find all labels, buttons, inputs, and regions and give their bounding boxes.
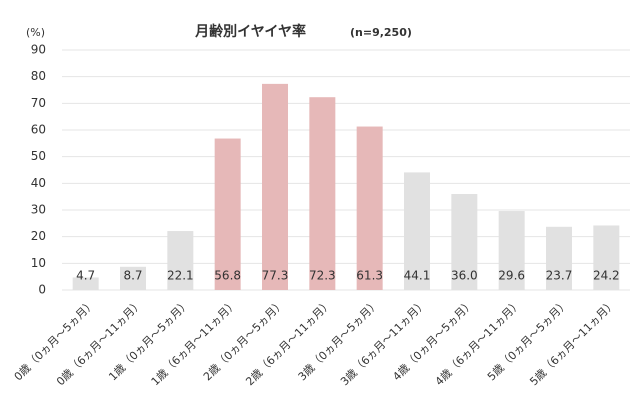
x-tick-label: 4歳（6ヵ月～11ヵ月） — [433, 297, 524, 388]
bar — [214, 138, 241, 290]
y-tick-label: 20 — [31, 229, 46, 243]
x-tick-label: 5歳（0ヵ月～5ヵ月） — [485, 297, 571, 383]
bar — [309, 97, 336, 290]
x-tick-label: 3歳（6ヵ月～11ヵ月） — [338, 297, 429, 388]
value-label: 22.1 — [167, 269, 194, 283]
y-tick-label: 0 — [38, 283, 46, 297]
x-tick-label: 4歳（0ヵ月～5ヵ月） — [390, 297, 476, 383]
y-tick-label: 30 — [31, 203, 46, 217]
bar — [404, 172, 430, 290]
bar — [593, 225, 620, 290]
value-label: 36.0 — [451, 269, 478, 283]
x-tick-label: 2歳（6ヵ月～11ヵ月） — [243, 297, 334, 388]
bar — [546, 226, 572, 290]
value-label: 4.7 — [76, 269, 95, 283]
y-tick-label: 70 — [31, 96, 46, 110]
x-tick-label: 0歳（0ヵ月～5ヵ月） — [12, 297, 98, 383]
y-tick-label: 80 — [31, 69, 46, 83]
x-tick-label: 3歳（0ヵ月～5ヵ月） — [296, 297, 382, 383]
x-tick-label: 1歳（0ヵ月～5ヵ月） — [106, 297, 192, 383]
bar — [498, 211, 525, 290]
bar — [120, 266, 146, 290]
x-tick-label: 0歳（6ヵ月～11ヵ月） — [54, 297, 145, 388]
x-tick-label: 5歳（6ヵ月～11ヵ月） — [527, 297, 618, 388]
y-tick-label: 40 — [31, 176, 46, 190]
y-tick-label: 90 — [31, 43, 46, 57]
x-tick-label: 1歳（6ヵ月～11ヵ月） — [149, 297, 240, 388]
x-tick-label: 2歳（0ヵ月～5ヵ月） — [201, 297, 287, 383]
value-label: 44.1 — [404, 269, 431, 283]
y-tick-label: 50 — [31, 149, 46, 163]
y-tick-label: 60 — [31, 123, 46, 137]
bar — [262, 83, 288, 290]
bar — [72, 277, 99, 290]
value-label: 24.2 — [593, 269, 620, 283]
value-label: 23.7 — [546, 269, 573, 283]
value-label: 77.3 — [262, 269, 289, 283]
value-label: 72.3 — [309, 269, 336, 283]
value-label: 61.3 — [356, 269, 383, 283]
bar — [451, 194, 478, 290]
chart-subtitle: (n=9,250) — [350, 26, 412, 39]
y-axis-label: (%) — [26, 26, 45, 39]
y-tick-label: 10 — [31, 256, 46, 270]
chart-title: 月齢別イヤイヤ率 — [194, 23, 306, 40]
value-label: 56.8 — [214, 269, 241, 283]
value-label: 29.6 — [498, 269, 525, 283]
value-label: 8.7 — [123, 269, 142, 283]
bar — [356, 126, 383, 291]
bar — [167, 231, 194, 290]
